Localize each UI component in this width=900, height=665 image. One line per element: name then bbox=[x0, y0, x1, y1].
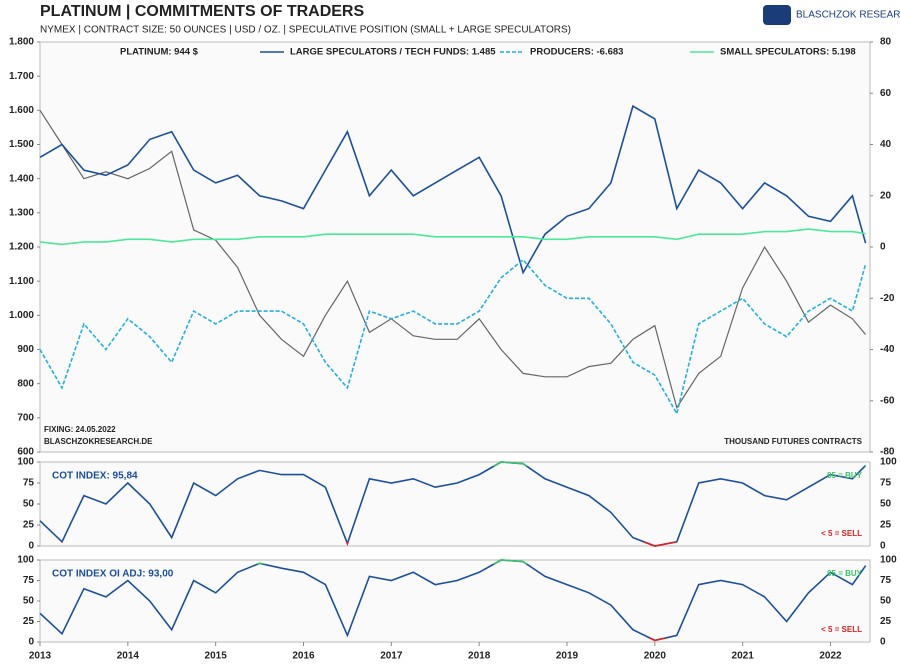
y-tick-label: 1.600 bbox=[9, 105, 34, 116]
x-tick-label: 2022 bbox=[819, 651, 842, 662]
legend-label: PRODUCERS: -6.683 bbox=[530, 47, 623, 58]
y2-tick-label: 40 bbox=[880, 139, 892, 150]
series-line bbox=[39, 109, 867, 410]
y-tick-label: 0 bbox=[28, 637, 34, 648]
x-tick-label: 2016 bbox=[292, 651, 315, 662]
y-tick-label: 1.100 bbox=[9, 276, 34, 287]
plot-background bbox=[39, 41, 871, 453]
legend-label: SMALL SPECULATORS: 5.198 bbox=[720, 47, 856, 58]
x-tick-label: 2017 bbox=[380, 651, 403, 662]
y-tick-label: 1.700 bbox=[9, 71, 34, 82]
threshold-label: < 5 = SELL bbox=[821, 625, 862, 634]
y2-tick-label: 20 bbox=[880, 190, 892, 201]
threshold-label: < 5 = SELL bbox=[821, 529, 862, 538]
y2-tick-label: 25 bbox=[880, 520, 892, 531]
y2-tick-label: 100 bbox=[880, 555, 897, 566]
y-tick-label: 50 bbox=[23, 499, 35, 510]
y-tick-label: 600 bbox=[17, 447, 34, 458]
logo-icon bbox=[763, 5, 791, 25]
y2-tick-label: -60 bbox=[880, 395, 895, 406]
x-tick-label: 2018 bbox=[468, 651, 491, 662]
y2-tick-label: 50 bbox=[880, 499, 892, 510]
y-tick-label: 75 bbox=[23, 575, 35, 586]
y-tick-label: 700 bbox=[17, 412, 34, 423]
legend-label: LARGE SPECULATORS / TECH FUNDS: 1.485 bbox=[290, 47, 496, 58]
x-tick-label: 2013 bbox=[29, 651, 52, 662]
x-tick-label: 2021 bbox=[732, 651, 755, 662]
y-tick-label: 1.500 bbox=[9, 139, 34, 150]
y-tick-label: 900 bbox=[17, 344, 34, 355]
brand: BLASCHZOK RESEARCH bbox=[796, 10, 900, 21]
y2-tick-label: -20 bbox=[880, 293, 895, 304]
x-tick-label: 2015 bbox=[205, 651, 228, 662]
y2-tick-label: 75 bbox=[880, 575, 892, 586]
y-tick-label: 100 bbox=[17, 555, 34, 566]
annotation: COT INDEX OI ADJ: 93,00 bbox=[52, 569, 174, 580]
series-line bbox=[39, 461, 867, 547]
series-line bbox=[39, 104, 867, 275]
y2-tick-label: 0 bbox=[880, 541, 886, 552]
y2-tick-label: 75 bbox=[880, 478, 892, 489]
y-tick-label: 1.300 bbox=[9, 207, 34, 218]
y2-tick-label: 0 bbox=[880, 242, 886, 253]
legend-label: PLATINUM: 944 $ bbox=[120, 47, 199, 58]
y-tick-label: 1.200 bbox=[9, 242, 34, 253]
annotation: COT INDEX: 95,84 bbox=[52, 471, 138, 482]
plot-background bbox=[39, 559, 871, 643]
y-tick-label: 50 bbox=[23, 596, 35, 607]
plot-background bbox=[39, 461, 871, 547]
y2-tick-label: 50 bbox=[880, 596, 892, 607]
y2-tick-label: 80 bbox=[880, 37, 892, 48]
annotation: FIXING: 24.05.2022 bbox=[44, 425, 116, 434]
threshold-label: 95 = BUY bbox=[827, 569, 863, 578]
chart-title: PLATINUM | COMMITMENTS OF TRADERS bbox=[40, 3, 364, 20]
y2-tick-label: -40 bbox=[880, 344, 895, 355]
y-tick-label: 25 bbox=[23, 616, 35, 627]
series-line bbox=[39, 559, 867, 642]
annotation: BLASCHZOKRESEARCH.DE bbox=[44, 437, 153, 446]
y-tick-label: 1.400 bbox=[9, 173, 34, 184]
y-tick-label: 0 bbox=[28, 541, 34, 552]
y-tick-label: 100 bbox=[17, 457, 34, 468]
annotation: THOUSAND FUTURES CONTRACTS bbox=[724, 437, 862, 446]
y-tick-label: 1.800 bbox=[9, 37, 34, 48]
y-tick-label: 75 bbox=[23, 478, 35, 489]
x-tick-label: 2020 bbox=[644, 651, 667, 662]
x-tick-label: 2014 bbox=[117, 651, 140, 662]
threshold-label: 95 = BUY bbox=[827, 471, 863, 480]
x-tick-label: 2019 bbox=[556, 651, 579, 662]
y-tick-label: 800 bbox=[17, 378, 34, 389]
y2-tick-label: -80 bbox=[880, 447, 895, 458]
series-line bbox=[39, 258, 867, 416]
y2-tick-label: 60 bbox=[880, 88, 892, 99]
y2-tick-label: 100 bbox=[880, 457, 897, 468]
y-tick-label: 1.000 bbox=[9, 310, 34, 321]
y2-tick-label: 0 bbox=[880, 637, 886, 648]
series-line bbox=[39, 228, 866, 246]
y2-tick-label: 25 bbox=[880, 616, 892, 627]
chart-subtitle: NYMEX | CONTRACT SIZE: 50 OUNCES | USD /… bbox=[40, 25, 571, 36]
y-tick-label: 25 bbox=[23, 520, 35, 531]
